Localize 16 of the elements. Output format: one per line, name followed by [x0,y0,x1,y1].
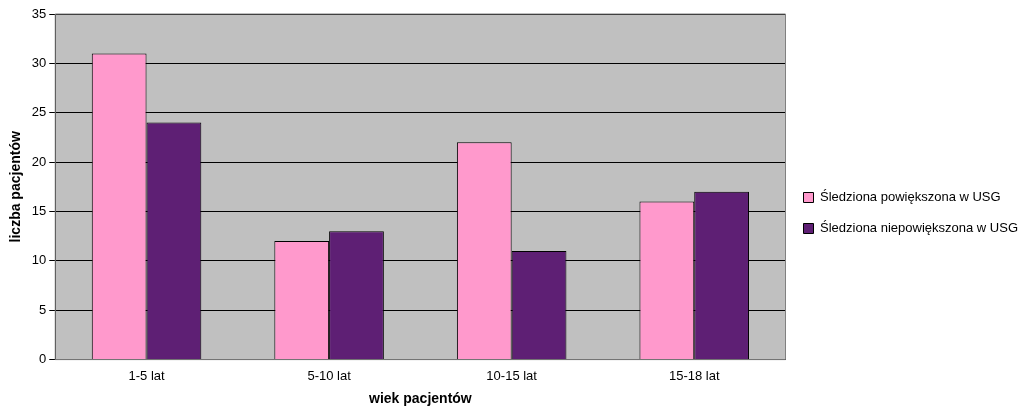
y-tick-label: 35 [31,5,47,21]
x-tick-label: 5-10 lat [307,367,352,383]
x-axis-title: wiek pacjentów [368,390,472,407]
y-tick-label: 5 [39,301,47,317]
y-tick-label: 0 [39,351,47,367]
legend-label: Śledziona niepowiększona w USG [820,220,1018,236]
y-axis-title: liczba pacjentów [7,131,24,243]
x-tick-label: 1-5 lat [128,367,165,383]
y-tick-label: 20 [31,153,47,169]
legend-label: Śledziona powiększona w USG [820,189,1001,205]
x-tick-label: 10-15 lat [486,367,538,383]
y-tick-label: 25 [31,104,47,120]
y-tick-label: 30 [31,54,47,70]
y-tick-label: 15 [31,203,47,219]
x-tick-label: 15-18 lat [668,367,720,383]
y-tick-label: 10 [31,252,47,268]
